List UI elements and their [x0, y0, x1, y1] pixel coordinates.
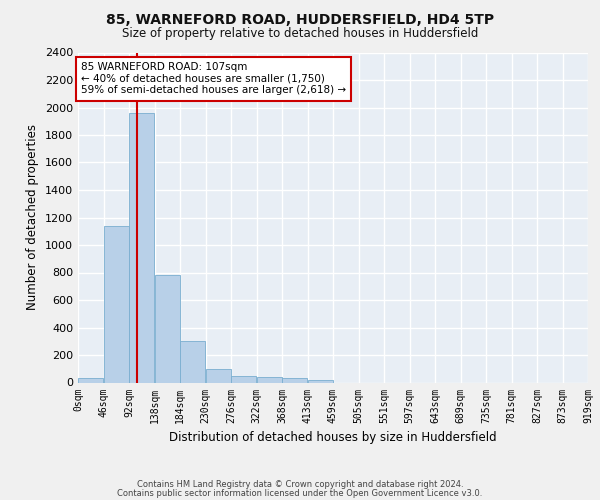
- Text: 85 WARNEFORD ROAD: 107sqm
← 40% of detached houses are smaller (1,750)
59% of se: 85 WARNEFORD ROAD: 107sqm ← 40% of detac…: [81, 62, 346, 96]
- Bar: [282, 378, 307, 382]
- X-axis label: Distribution of detached houses by size in Huddersfield: Distribution of detached houses by size …: [169, 431, 497, 444]
- Bar: [257, 377, 282, 382]
- Text: 85, WARNEFORD ROAD, HUDDERSFIELD, HD4 5TP: 85, WARNEFORD ROAD, HUDDERSFIELD, HD4 5T…: [106, 12, 494, 26]
- Bar: [129, 113, 154, 382]
- Bar: [155, 275, 180, 382]
- Bar: [205, 369, 231, 382]
- Text: Contains public sector information licensed under the Open Government Licence v3: Contains public sector information licen…: [118, 488, 482, 498]
- Bar: [78, 378, 103, 382]
- Bar: [231, 376, 256, 382]
- Bar: [308, 380, 333, 382]
- Text: Contains HM Land Registry data © Crown copyright and database right 2024.: Contains HM Land Registry data © Crown c…: [137, 480, 463, 489]
- Text: Size of property relative to detached houses in Huddersfield: Size of property relative to detached ho…: [122, 28, 478, 40]
- Bar: [104, 226, 129, 382]
- Bar: [180, 341, 205, 382]
- Y-axis label: Number of detached properties: Number of detached properties: [26, 124, 40, 310]
